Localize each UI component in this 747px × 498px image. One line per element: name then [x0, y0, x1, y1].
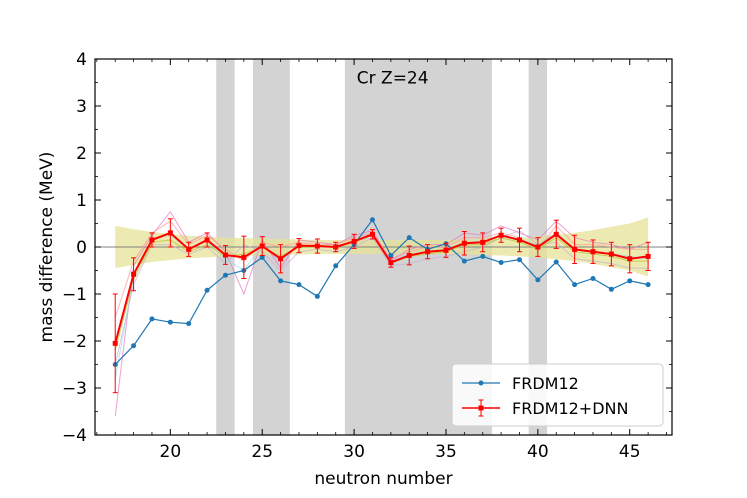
data-point: [333, 263, 339, 269]
data-point: [572, 246, 578, 252]
data-point: [204, 287, 210, 293]
data-point: [480, 253, 486, 259]
x-tick-label: 30: [343, 442, 365, 462]
data-point: [535, 244, 541, 250]
data-point: [590, 275, 596, 281]
data-point: [535, 277, 541, 283]
data-point: [149, 316, 155, 322]
data-point: [112, 340, 118, 346]
data-point: [131, 271, 137, 277]
legend-marker: [478, 380, 484, 386]
y-axis-title: mass difference (MeV): [37, 152, 57, 343]
data-point: [296, 243, 302, 249]
data-point: [461, 258, 467, 264]
x-tick-label: 45: [619, 442, 641, 462]
y-tick-label: 3: [76, 97, 87, 117]
data-point: [553, 259, 559, 265]
data-point: [296, 282, 302, 288]
data-point: [406, 252, 412, 258]
data-point: [259, 254, 265, 260]
data-point: [351, 238, 357, 244]
data-point: [369, 231, 375, 237]
data-point: [131, 343, 137, 349]
data-point: [645, 282, 651, 288]
data-point: [241, 254, 247, 260]
x-tick-label: 40: [527, 442, 549, 462]
data-point: [553, 231, 559, 237]
data-point: [516, 237, 522, 243]
data-point: [149, 237, 155, 243]
data-point: [406, 235, 412, 241]
legend-label: FRDM12+DNN: [512, 399, 628, 418]
data-point: [278, 278, 284, 284]
data-point: [314, 293, 320, 299]
data-point: [204, 237, 210, 243]
data-point: [516, 257, 522, 263]
x-tick-label: 25: [251, 442, 273, 462]
x-axis-title: neutron number: [314, 469, 452, 489]
data-point: [627, 278, 633, 284]
data-point: [369, 217, 375, 223]
data-point: [645, 253, 651, 259]
ticks: 20 25 30 35 40 45 −4 −3 −2 −1 0 1 2 3 4: [62, 50, 672, 462]
data-point: [314, 243, 320, 249]
data-point: [425, 249, 431, 255]
data-point: [167, 319, 173, 325]
y-tick-label: −1: [62, 285, 87, 305]
data-point: [461, 240, 467, 246]
legend: FRDM12 FRDM12+DNN: [451, 363, 664, 427]
series-layer: [112, 217, 651, 394]
data-point: [443, 247, 449, 253]
x-tick-label: 35: [435, 442, 457, 462]
legend-item: FRDM12: [462, 374, 579, 393]
data-point: [222, 272, 228, 278]
data-point: [608, 286, 614, 292]
y-tick-label: −2: [62, 332, 87, 352]
data-point: [278, 256, 284, 262]
ensemble-line: [114, 229, 649, 365]
data-point: [186, 321, 192, 327]
data-point: [167, 230, 173, 236]
y-tick-label: −3: [62, 379, 87, 399]
y-tick-label: 4: [76, 50, 87, 70]
x-tick-label: 20: [160, 442, 182, 462]
legend-item: FRDM12+DNN: [462, 399, 628, 418]
data-point: [388, 260, 394, 266]
data-point: [480, 239, 486, 245]
legend-box: [451, 363, 664, 427]
data-point: [259, 243, 265, 249]
data-point: [222, 252, 228, 258]
legend-label: FRDM12: [512, 374, 579, 393]
series-line: [114, 231, 649, 344]
data-point: [627, 256, 633, 262]
chart-title: Cr Z=24: [357, 68, 429, 88]
data-point: [608, 251, 614, 257]
data-point: [498, 260, 504, 266]
data-point: [498, 232, 504, 238]
data-point: [333, 244, 339, 250]
y-tick-label: 1: [76, 191, 87, 211]
y-tick-label: 2: [76, 144, 87, 164]
ensemble-line: [114, 220, 649, 318]
series-line: [114, 218, 649, 365]
data-point: [388, 252, 394, 258]
data-point: [186, 246, 192, 252]
y-tick-label: 0: [76, 238, 87, 258]
data-point: [572, 282, 578, 288]
series-frdm12-dnn: [112, 218, 651, 394]
legend-marker: [478, 405, 484, 411]
data-point: [590, 249, 596, 255]
y-tick-label: −4: [62, 426, 87, 446]
